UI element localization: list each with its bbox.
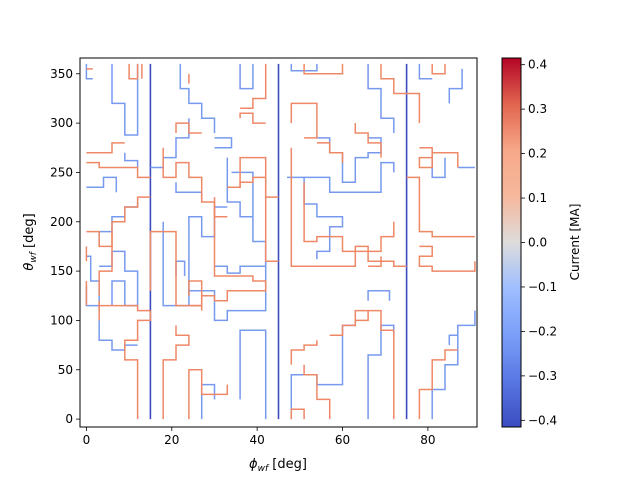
contour-negative-2 [179,63,216,133]
contour-negative-5 [367,63,395,133]
y-tick-label: 0 [65,412,73,426]
colorbar [501,57,522,428]
contour-positive-40 [418,349,458,420]
contour-positive-24 [200,197,267,311]
colorbar-tick-label: −0.4 [528,413,557,427]
contour-positive-33 [124,310,152,420]
x-tick-label: 20 [164,433,179,447]
contour-negative-8 [124,152,139,168]
contour-negative-26 [188,241,267,322]
contour-positive-11 [175,122,202,134]
contour-positive-27 [303,182,395,253]
contour-negative-30 [367,290,391,301]
contour-negative-18 [431,157,446,179]
x-tick-label: 60 [335,433,350,447]
contour-positive-32 [98,304,151,321]
colorbar-tick-label: 0.2 [528,147,547,161]
contour-positive-29 [406,176,475,238]
contour-negative-15 [287,176,344,260]
y-tick-label: 250 [50,165,73,179]
contour-positive-31 [418,245,476,272]
contour-positive-6 [380,63,421,124]
contour-positive-12 [239,112,266,124]
contour-negative-21 [98,202,139,247]
contour-positive-35 [188,369,229,420]
contour-positive-1 [128,63,139,80]
colorbar-tick-label: 0.1 [528,191,547,205]
contour-negative-25 [175,260,186,276]
contour-positive-36 [290,408,305,420]
contour-positive-34 [162,325,190,420]
y-tick-label: 100 [50,313,73,327]
contour-negative-7 [448,68,463,104]
colorbar-tick-label: −0.3 [528,369,557,383]
colorbar-tick-label: −0.2 [528,324,557,338]
y-axis: 0 50 100 150 200 250 300 350 [50,67,80,426]
contour-positive-41 [355,310,369,322]
contour-positive-5 [303,63,344,75]
contour-negative-12 [214,137,233,149]
colorbar-tick-label: 0.4 [528,58,547,72]
contour-negative-31 [367,324,395,420]
colorbar-tick-label: 0.3 [528,102,547,116]
contour-negative-9 [86,176,118,193]
contour-negative-27 [239,329,267,420]
x-tick-label: 0 [83,433,91,447]
contour-positive-14 [354,123,382,158]
contour-negative-33 [448,334,458,346]
contour-negative-23 [98,320,138,351]
contour-negative-11 [175,182,203,201]
contour-positive-28 [316,142,344,163]
contour-negative-6 [418,63,433,80]
colorbar-ticks: 0.4 0.3 0.2 0.1 0.0 −0.1 −0.2 −0.3 −0.4 [521,58,557,427]
contour-positive-38 [290,340,318,365]
contour-negative-3 [239,63,254,90]
contour-positive-10 [86,230,113,248]
contour-positive-37 [303,364,331,420]
colorbar-tick-label: −0.1 [528,280,557,294]
y-tick-label: 150 [50,264,73,278]
contour-positive-7 [431,63,446,75]
contour-negative-17 [316,137,382,184]
contour-negative-29 [290,320,357,420]
contour-negative-28 [200,383,216,420]
x-axis: 0 20 40 60 80 [83,427,436,447]
contour-negative-20 [85,255,100,307]
y-tick-label: 50 [58,363,73,377]
y-tick-label: 350 [50,67,73,81]
contour-positive-4 [240,63,267,110]
contour-positive-15 [418,147,459,169]
colorbar-tick-label: 0.0 [528,236,547,250]
contour-positive-22 [149,230,202,307]
contour-negative-14 [214,171,267,274]
contour-lines [85,63,476,420]
contour-positive-25 [239,156,279,262]
contour-negative-0 [111,63,139,136]
contour-positive-9 [86,161,151,179]
y-axis-label: θwf [deg] [22,213,39,270]
y-tick-label: 300 [50,116,73,130]
contour-positive-21 [188,280,203,307]
colorbar-label: Current [MA] [568,204,582,281]
x-tick-label: 80 [420,433,435,447]
y-tick-label: 200 [50,215,73,229]
contour-positive-39 [329,309,395,420]
contour-positive-30 [368,256,382,267]
x-tick-label: 40 [250,433,265,447]
contour-negative-22 [99,250,139,307]
contour-negative-16 [304,161,395,193]
contour-negative-32 [431,310,476,420]
plot-frame [79,57,478,428]
x-axis-label: ϕwf [deg] [249,457,307,474]
contour-positive-18 [98,196,151,296]
contour-negative-10 [150,118,190,169]
contour-positive-8 [86,142,125,154]
contour-positive-13 [290,102,318,139]
contour-positive-26 [290,147,407,267]
contour-negative-1 [85,63,93,80]
